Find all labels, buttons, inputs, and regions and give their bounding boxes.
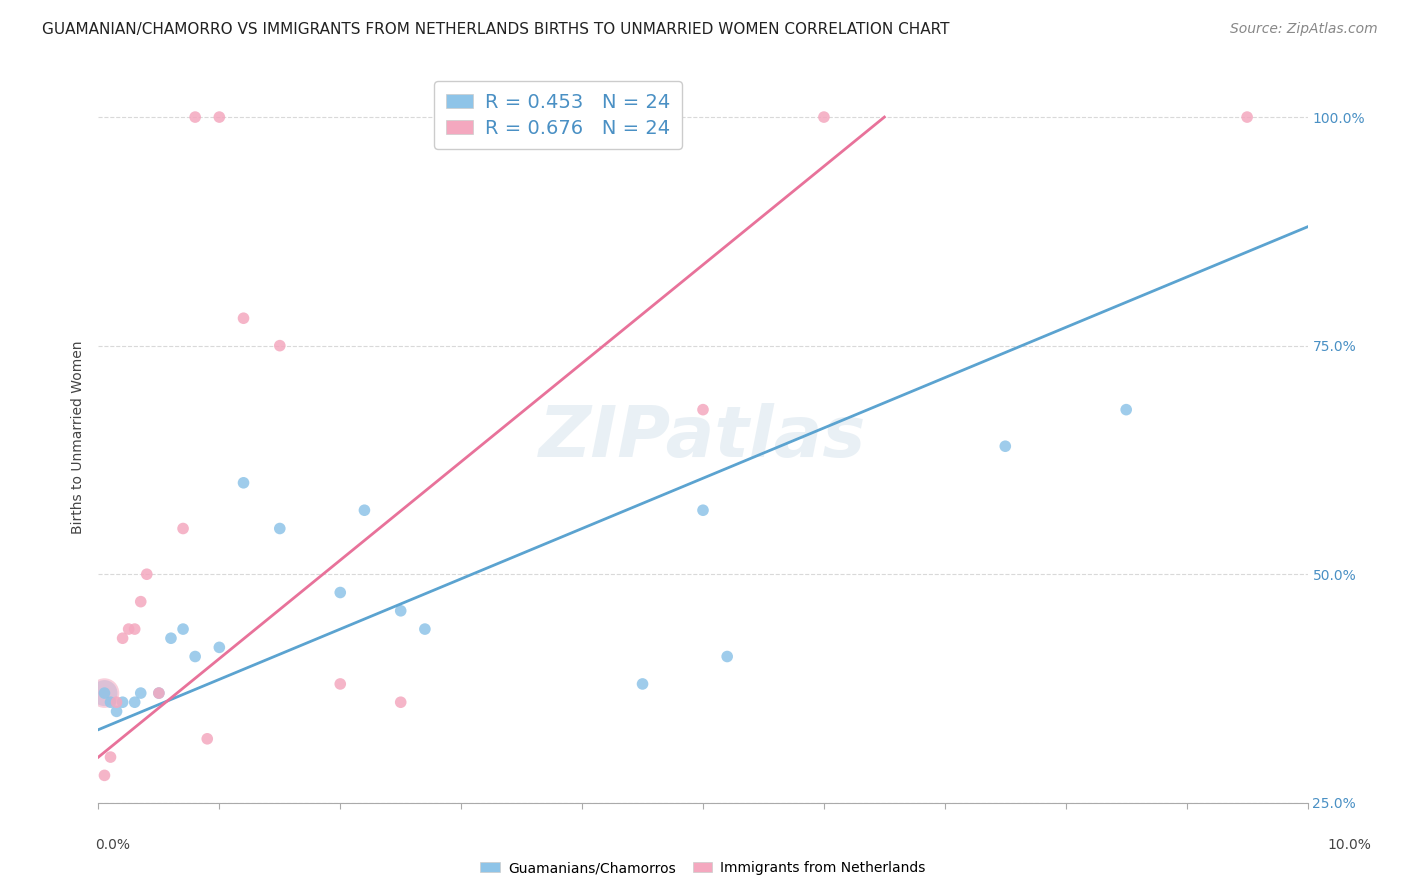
Point	[692, 503, 714, 517]
Point	[269, 521, 291, 535]
Point	[172, 622, 194, 636]
Point	[994, 439, 1017, 453]
Point	[100, 750, 122, 764]
Point	[93, 768, 115, 782]
Point	[413, 622, 436, 636]
Point	[813, 110, 835, 124]
Point	[716, 649, 738, 664]
Text: Source: ZipAtlas.com: Source: ZipAtlas.com	[1230, 22, 1378, 37]
Point	[184, 110, 207, 124]
Point	[105, 695, 128, 709]
Point	[124, 695, 146, 709]
Point	[93, 686, 115, 700]
Point	[93, 686, 115, 700]
Point	[1236, 110, 1258, 124]
Point	[232, 311, 254, 326]
Point	[631, 677, 654, 691]
Point	[269, 339, 291, 353]
Point	[118, 622, 141, 636]
Point	[124, 622, 146, 636]
Point	[450, 878, 472, 892]
Point	[148, 686, 170, 700]
Text: GUAMANIAN/CHAMORRO VS IMMIGRANTS FROM NETHERLANDS BIRTHS TO UNMARRIED WOMEN CORR: GUAMANIAN/CHAMORRO VS IMMIGRANTS FROM NE…	[42, 22, 949, 37]
Point	[129, 686, 152, 700]
Point	[389, 604, 412, 618]
Point	[195, 731, 218, 746]
Point	[93, 686, 115, 700]
Point	[160, 632, 183, 646]
Point	[100, 695, 122, 709]
Point	[329, 585, 352, 599]
Legend: R = 0.453   N = 24, R = 0.676   N = 24: R = 0.453 N = 24, R = 0.676 N = 24	[434, 81, 682, 149]
Point	[111, 695, 134, 709]
Point	[148, 686, 170, 700]
Y-axis label: Births to Unmarried Women: Births to Unmarried Women	[70, 341, 84, 533]
Point	[232, 475, 254, 490]
Text: 10.0%: 10.0%	[1327, 838, 1372, 853]
Point	[1115, 402, 1137, 417]
Point	[135, 567, 157, 582]
Point	[571, 860, 593, 874]
Point	[474, 878, 496, 892]
Point	[184, 649, 207, 664]
Point	[208, 110, 231, 124]
Text: ZIPatlas: ZIPatlas	[540, 402, 866, 472]
Point	[389, 695, 412, 709]
Point	[172, 521, 194, 535]
Point	[329, 677, 352, 691]
Point	[105, 705, 128, 719]
Point	[510, 887, 533, 892]
Text: 0.0%: 0.0%	[96, 838, 129, 853]
Point	[208, 640, 231, 655]
Legend: Guamanians/Chamorros, Immigrants from Netherlands: Guamanians/Chamorros, Immigrants from Ne…	[475, 855, 931, 880]
Point	[426, 841, 449, 855]
Point	[111, 632, 134, 646]
Point	[129, 595, 152, 609]
Point	[353, 503, 375, 517]
Point	[692, 402, 714, 417]
